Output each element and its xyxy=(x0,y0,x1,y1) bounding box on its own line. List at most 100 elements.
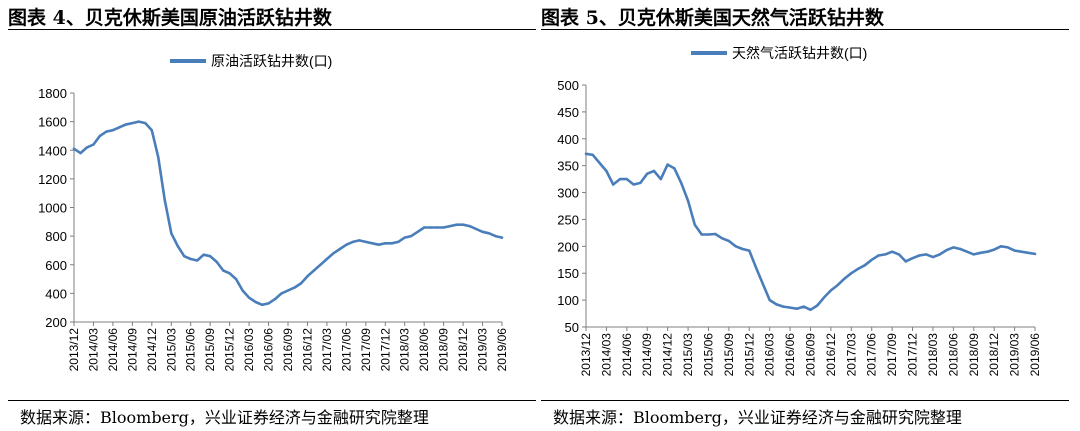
y-tick-label: 600 xyxy=(45,258,67,273)
y-tick-label: 350 xyxy=(557,159,579,174)
data-point xyxy=(137,120,140,123)
data-point xyxy=(890,250,894,253)
data-point xyxy=(1006,246,1009,249)
data-point xyxy=(584,152,588,155)
data-point xyxy=(1020,250,1023,253)
data-point xyxy=(325,257,329,261)
y-tick-label: 250 xyxy=(557,212,579,227)
x-tick-label: 2015/09 xyxy=(203,328,217,372)
data-point xyxy=(222,269,225,272)
x-tick-label: 2014/12 xyxy=(145,328,159,372)
data-point xyxy=(150,129,153,132)
data-point xyxy=(293,286,296,289)
data-point xyxy=(802,305,805,308)
x-tick-label: 2015/12 xyxy=(223,328,237,372)
data-point xyxy=(714,232,717,236)
data-point xyxy=(788,306,792,309)
data-point xyxy=(371,242,374,245)
y-tick-label: 1800 xyxy=(38,86,67,101)
data-point xyxy=(306,275,309,278)
y-tick-label: 1200 xyxy=(38,172,67,187)
x-tick-label: 2014/03 xyxy=(86,328,100,372)
data-point xyxy=(598,161,601,165)
legend: 原油活跃钻井数(口) xyxy=(170,53,332,69)
x-tick-label: 2013/12 xyxy=(579,333,593,377)
chart-title: 图表 4、贝克休斯美国原油活跃钻井数 xyxy=(8,7,332,29)
data-point xyxy=(999,245,1003,248)
x-tick-label: 2019/06 xyxy=(1028,333,1042,377)
data-point xyxy=(734,245,737,248)
data-point xyxy=(247,296,251,299)
data-point xyxy=(267,302,270,305)
y-tick-label: 400 xyxy=(557,132,579,147)
data-point xyxy=(410,234,413,238)
x-tick-label: 2017/03 xyxy=(320,328,334,372)
y-tick-label: 1600 xyxy=(38,115,67,130)
data-point xyxy=(809,308,812,311)
x-tick-label: 2015/03 xyxy=(681,333,695,377)
data-point xyxy=(680,181,683,185)
data-point xyxy=(338,247,342,251)
data-point xyxy=(215,260,218,264)
x-tick-label: 2018/06 xyxy=(946,333,960,377)
data-point xyxy=(856,267,860,271)
data-point xyxy=(741,247,744,251)
data-point xyxy=(850,272,853,275)
x-tick-label: 2016/12 xyxy=(300,328,314,372)
x-tick-label: 2019/03 xyxy=(476,328,490,372)
x-tick-label: 2013/12 xyxy=(67,328,81,372)
data-point xyxy=(707,233,710,236)
data-point xyxy=(397,240,400,244)
source-divider xyxy=(8,400,536,401)
x-tick-label: 2017/09 xyxy=(885,333,899,377)
chart-title: 图表 5、贝克休斯美国天然气活跃钻井数 xyxy=(541,7,884,29)
line-chart-natural-gas-rigs: 天然气活跃钻井数(口) 5010015020025030035040045050… xyxy=(557,45,1042,376)
data-point xyxy=(442,226,445,229)
data-point xyxy=(429,226,432,229)
data-point xyxy=(720,237,724,240)
data-point xyxy=(481,230,484,233)
data-point xyxy=(390,242,393,245)
data-point xyxy=(666,163,669,166)
data-point xyxy=(605,169,608,173)
y-tick-label: 1000 xyxy=(38,201,67,216)
series-line xyxy=(72,120,504,307)
series-line xyxy=(584,152,1037,312)
data-point xyxy=(189,257,192,261)
x-tick-label: 2018/03 xyxy=(398,328,412,372)
data-point xyxy=(836,283,839,287)
y-tick-label: 50 xyxy=(565,320,579,335)
data-point xyxy=(829,289,833,292)
data-point xyxy=(673,167,676,170)
data-point xyxy=(639,181,642,185)
data-point xyxy=(273,297,277,301)
data-point xyxy=(176,244,179,248)
data-point xyxy=(727,239,731,243)
data-point xyxy=(416,230,419,233)
data-point xyxy=(403,236,406,239)
data-point xyxy=(377,243,380,246)
data-point xyxy=(795,307,799,310)
y-tick-label: 300 xyxy=(557,186,579,201)
data-point xyxy=(124,123,128,126)
x-tick-label: 2018/06 xyxy=(417,328,431,372)
data-point xyxy=(312,269,316,272)
y-tick-label: 1400 xyxy=(38,143,67,158)
axes: 200 400 600 800 1000 1200 1400 1600 1800 2013/12 2… xyxy=(38,86,509,371)
data-point xyxy=(972,253,975,256)
chart-panel-crude-oil: 图表 4、贝克休斯美国原油活跃钻井数 原油活跃钻井数(口) 200 400 600 8… xyxy=(8,0,536,431)
data-point xyxy=(98,134,102,138)
x-tick-label: 2019/06 xyxy=(495,328,509,372)
y-tick-label: 100 xyxy=(557,293,579,308)
x-tick-label: 2014/03 xyxy=(599,333,613,377)
data-point xyxy=(945,248,948,252)
data-point xyxy=(209,255,212,258)
data-point xyxy=(500,236,504,239)
data-point xyxy=(646,172,649,175)
y-tick-label: 800 xyxy=(45,229,67,244)
axes: 50 100 150 200 250 300 350 400 450 500 2013/12 2014… xyxy=(557,78,1042,376)
data-point xyxy=(455,223,458,226)
data-point xyxy=(196,259,199,262)
data-point xyxy=(754,266,758,269)
y-tick-label: 200 xyxy=(45,315,67,330)
